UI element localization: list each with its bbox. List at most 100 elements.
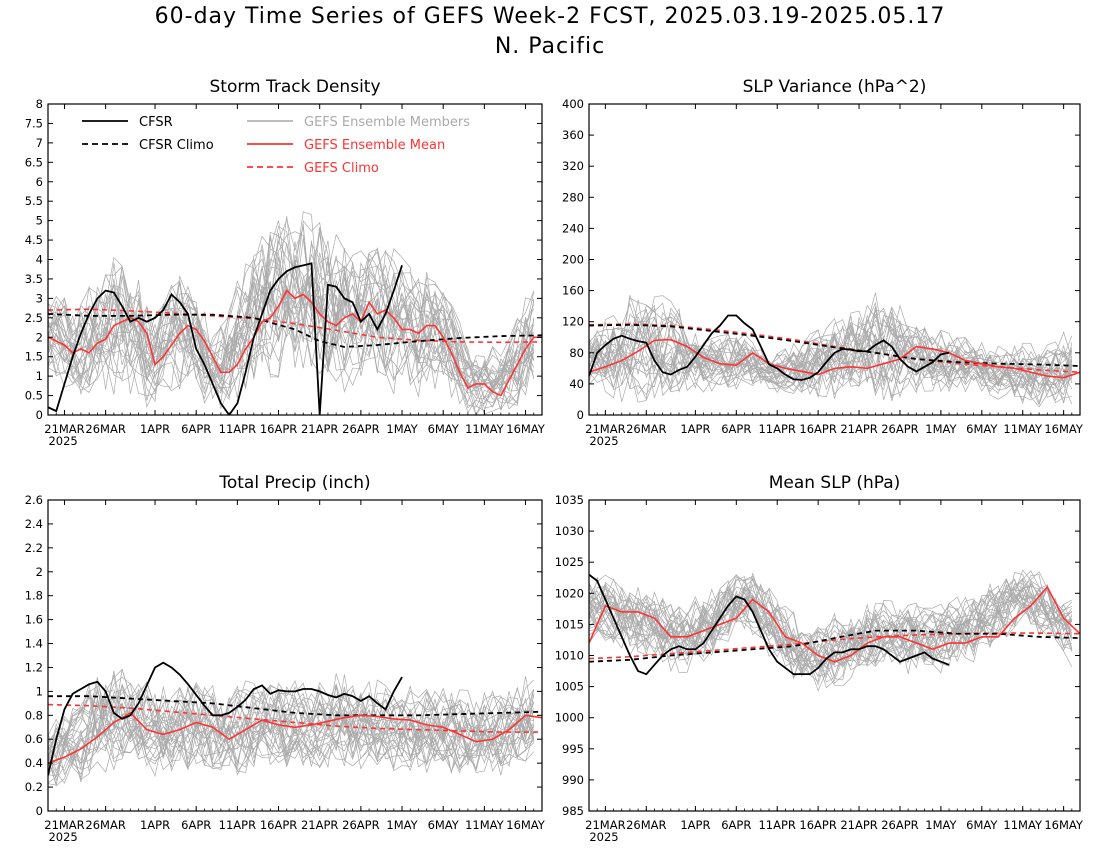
y-tick-label: 7 (36, 136, 43, 150)
x-tick-label: 26APR (342, 422, 379, 436)
ensemble-member-line (48, 719, 534, 786)
ensemble-member-line (48, 218, 535, 376)
ensemble-member-line (589, 323, 1073, 388)
series-group (48, 262, 542, 415)
y-tick-label: 2.4 (25, 517, 43, 531)
y-tick-label: 3 (36, 291, 43, 305)
ensemble-member-line (589, 326, 1073, 394)
x-tick-label: 6APR (181, 422, 211, 436)
x-tick-label: 21MAR (44, 422, 84, 436)
ensemble-member-line (48, 696, 535, 776)
y-tick-label: 5.5 (25, 194, 43, 208)
panel-title: SLP Variance (hPa^2) (743, 77, 927, 97)
x-tick-label: 6MAY (966, 818, 998, 832)
ensemble-member-line (48, 220, 534, 394)
y-tick-label: 0.2 (25, 780, 43, 794)
figure-title-region: N. Pacific (494, 34, 606, 59)
chart-panel-3: Total Precip (inch) 0 0.2 0.4 0.6 0.8 1 1.2 1.4 1… (25, 473, 546, 844)
chart-panel-1: Storm Track Density 0 0.5 1 1.5 2 2.5 3 3.5 4 4.5 5… (25, 77, 546, 448)
legend-label: GEFS Ensemble Members (304, 115, 470, 130)
ensemble-member-line (589, 595, 1072, 684)
x-tick-label: 6MAY (428, 422, 460, 436)
y-tick-label: 1 (36, 369, 43, 383)
x-tick-label: 1APR (140, 818, 170, 832)
ensemble-member-line (589, 349, 1073, 405)
x-tick-label: 6APR (721, 818, 751, 832)
y-tick-label: 2 (36, 565, 43, 579)
x-tick-label: 26APR (881, 818, 918, 832)
x-tick-label: 16MAY (1044, 818, 1084, 832)
x-tick-label: 6APR (181, 818, 211, 832)
panel-title: Mean SLP (hPa) (769, 473, 901, 493)
x-year-label: 2025 (589, 434, 618, 448)
x-tick-label: 21APR (301, 422, 338, 436)
series-line-gefs-climo (589, 632, 1080, 660)
ensemble-member-line (589, 570, 1073, 659)
x-year-label: 2025 (589, 830, 618, 844)
y-tick-label: 0 (577, 408, 584, 422)
ensemble-member-line (48, 703, 535, 778)
y-tick-label: 160 (562, 284, 584, 298)
series-line-cfsr (48, 661, 403, 776)
ensemble-member-line (589, 583, 1073, 670)
ensemble-member-line (589, 571, 1073, 649)
x-tick-label: 1APR (680, 422, 710, 436)
x-tick-label: 26MAR (626, 818, 666, 832)
y-tick-label: 7.5 (25, 116, 43, 130)
y-tick-label: 1025 (555, 555, 584, 569)
ensemble-member-line (589, 331, 1073, 402)
x-tick-label: 16APR (260, 422, 297, 436)
y-tick-label: 0 (36, 804, 43, 818)
series-group (589, 573, 1080, 676)
y-tick-label: 1005 (555, 680, 584, 694)
x-tick-label: 26APR (342, 818, 379, 832)
y-tick-label: 1.6 (25, 613, 43, 627)
x-tick-label: 26MAR (85, 818, 125, 832)
chart-panel-2: SLP Variance (hPa^2) 0 40 80 120 160 200 240 280… (562, 77, 1084, 448)
x-tick-label: 11APR (758, 422, 795, 436)
ensemble-member-line (48, 266, 535, 409)
ensemble-members (589, 569, 1073, 692)
x-tick-label: 1MAY (925, 422, 957, 436)
ensemble-member-line (48, 211, 535, 394)
ensemble-member-line (48, 686, 535, 743)
x-tick-label: 6MAY (966, 422, 998, 436)
ensemble-members (48, 211, 535, 415)
legend-label: CFSR Climo (139, 138, 214, 153)
y-tick-label: 0.6 (25, 732, 43, 746)
legend: CFSR CFSR Climo GEFS Ensemble Members GEFS … (82, 115, 470, 176)
ensemble-member-line (589, 587, 1073, 671)
y-tick-label: 1 (36, 684, 43, 698)
series-line-cfsr (589, 573, 950, 676)
y-tick-label: 2.2 (25, 541, 43, 555)
ensemble-member-line (48, 700, 535, 770)
y-tick-label: 0.4 (25, 756, 43, 770)
series-line-ens-mean (48, 289, 542, 397)
x-tick-label: 16MAY (506, 422, 546, 436)
x-tick-label: 26APR (881, 422, 918, 436)
x-tick-label: 1MAY (386, 818, 418, 832)
series-group (589, 314, 1080, 381)
y-tick-label: 320 (562, 159, 584, 173)
series-line-cfsr (48, 262, 403, 415)
ensemble-member-line (589, 341, 1073, 404)
x-tick-label: 16MAY (1044, 422, 1084, 436)
x-tick-label: 6APR (721, 422, 751, 436)
x-tick-label: 1MAY (925, 818, 957, 832)
ensemble-member-line (589, 292, 1073, 377)
ensemble-member-line (48, 712, 535, 781)
x-tick-label: 16MAY (506, 818, 546, 832)
y-tick-label: 1.8 (25, 589, 43, 603)
ensemble-member-line (48, 240, 535, 386)
y-tick-label: 1020 (555, 586, 584, 600)
ensemble-members (589, 292, 1073, 408)
ensemble-member-line (589, 301, 1073, 381)
y-tick-label: 6.5 (25, 155, 43, 169)
series-line-cfsr-climo (589, 629, 1080, 663)
x-tick-label: 6MAY (428, 818, 460, 832)
y-tick-label: 240 (562, 221, 584, 235)
x-tick-label: 11MAY (465, 818, 505, 832)
y-tick-label: 4.5 (25, 233, 43, 247)
y-tick-label: 80 (569, 346, 584, 360)
ensemble-member-line (48, 713, 535, 784)
